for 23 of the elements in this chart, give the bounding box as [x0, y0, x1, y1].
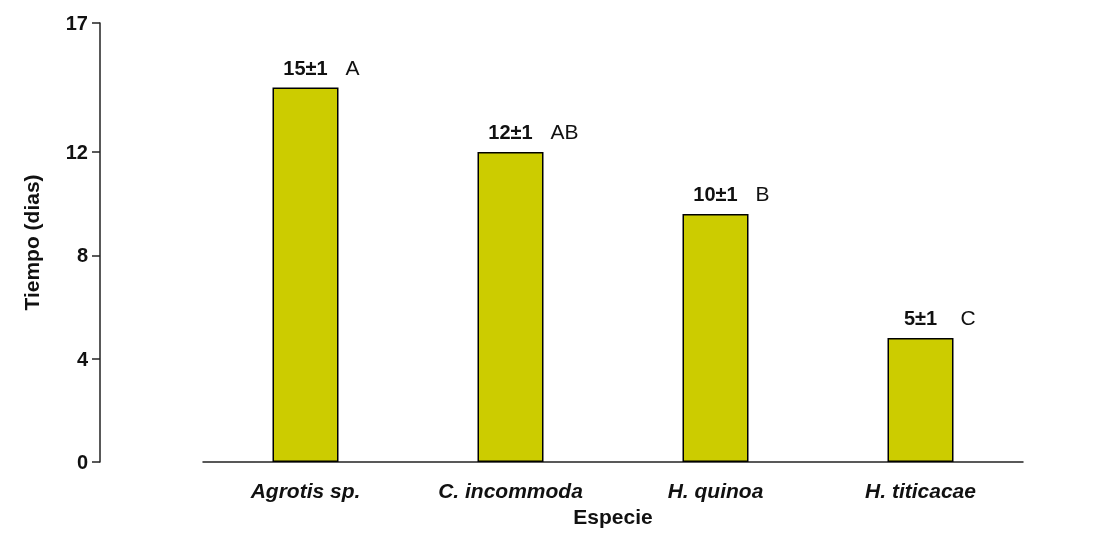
y-tick-label: 4	[76, 347, 89, 370]
annotation: A	[345, 55, 360, 79]
y-axis-title: Tiempo (dias)	[20, 174, 43, 311]
y-tick-label: 17	[65, 12, 88, 34]
bar	[272, 87, 339, 462]
y-tick-label: 0	[76, 451, 88, 473]
x-tick-label: Agrotis sp.	[249, 479, 361, 502]
bar	[887, 338, 954, 462]
bar	[682, 214, 749, 462]
annotation: C	[960, 306, 976, 330]
y-tick-label: 8	[76, 244, 88, 267]
y-tick-label: 12	[65, 141, 88, 164]
data-label: 15±1	[283, 56, 328, 79]
data-label: 5±1	[903, 307, 938, 330]
x-tick-label: H. quinoa	[667, 479, 764, 502]
annotation: AB	[550, 120, 579, 144]
bar	[477, 152, 544, 462]
x-tick-label: C. incommoda	[438, 479, 584, 502]
x-axis-title: Especie	[573, 505, 653, 528]
data-label: 10±1	[693, 183, 738, 206]
annotation: B	[755, 182, 770, 206]
data-label: 12±1	[488, 121, 533, 144]
x-tick-label: H. titicacae	[865, 479, 977, 502]
